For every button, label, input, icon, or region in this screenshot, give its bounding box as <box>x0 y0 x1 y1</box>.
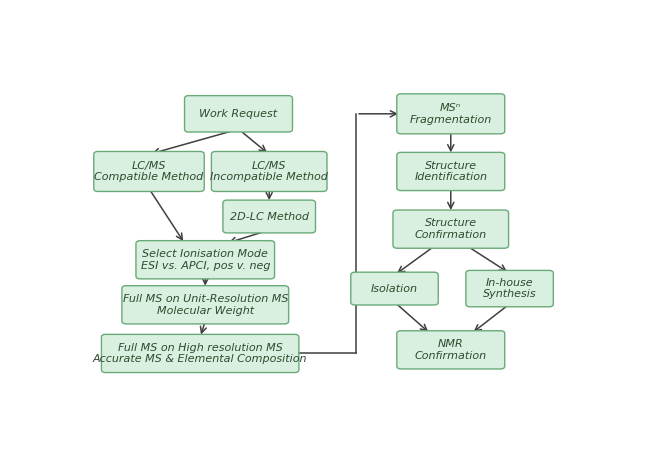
FancyBboxPatch shape <box>350 272 438 305</box>
FancyBboxPatch shape <box>223 200 315 233</box>
FancyBboxPatch shape <box>185 95 292 132</box>
Text: 2D-LC Method: 2D-LC Method <box>230 212 309 221</box>
Text: LC/MS
Incompatible Method: LC/MS Incompatible Method <box>211 161 328 182</box>
Text: NMR
Confirmation: NMR Confirmation <box>414 339 487 361</box>
Text: Isolation: Isolation <box>371 284 418 293</box>
Text: Work Request: Work Request <box>199 109 278 119</box>
Text: Full MS on Unit-Resolution MS
Molecular Weight: Full MS on Unit-Resolution MS Molecular … <box>123 294 288 315</box>
FancyBboxPatch shape <box>466 271 553 307</box>
Text: Structure
Identification: Structure Identification <box>414 161 487 182</box>
FancyBboxPatch shape <box>397 331 505 369</box>
FancyBboxPatch shape <box>397 153 505 190</box>
FancyBboxPatch shape <box>397 94 505 134</box>
FancyBboxPatch shape <box>211 152 327 191</box>
FancyBboxPatch shape <box>393 210 509 248</box>
Text: Select Ionisation Mode
ESI vs. APCI, pos v. neg: Select Ionisation Mode ESI vs. APCI, pos… <box>141 249 270 271</box>
Text: Structure
Confirmation: Structure Confirmation <box>414 219 487 240</box>
FancyBboxPatch shape <box>122 285 288 324</box>
Text: Full MS on High resolution MS
Accurate MS & Elemental Composition: Full MS on High resolution MS Accurate M… <box>93 343 308 364</box>
FancyBboxPatch shape <box>94 152 204 191</box>
Text: In-house
Synthesis: In-house Synthesis <box>482 278 537 300</box>
Text: LC/MS
Compatible Method: LC/MS Compatible Method <box>94 161 204 182</box>
FancyBboxPatch shape <box>102 334 299 373</box>
Text: MSⁿ
Fragmentation: MSⁿ Fragmentation <box>410 103 492 124</box>
FancyBboxPatch shape <box>136 241 275 279</box>
